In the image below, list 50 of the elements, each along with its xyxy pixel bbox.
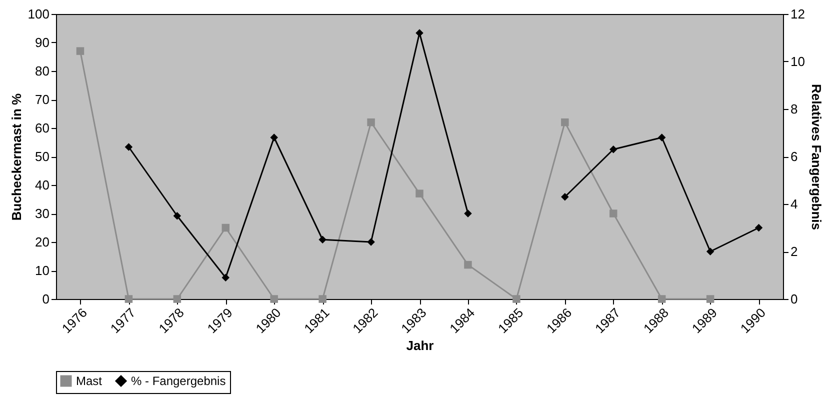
y-tick-label: 30 <box>35 206 50 221</box>
point <box>270 295 278 303</box>
point <box>367 118 375 126</box>
x-axis-title: Jahr <box>406 338 434 354</box>
y2-tick-label: 10 <box>790 54 805 69</box>
y-tick-label: 70 <box>35 92 50 107</box>
point <box>367 238 375 246</box>
y2-tick-label: 6 <box>790 149 798 164</box>
y2-axis-title: Relatives Fangergebnis <box>808 84 824 230</box>
y-tick-label: 80 <box>35 64 50 78</box>
point <box>124 143 133 151</box>
y2-tick-label: 12 <box>790 6 805 22</box>
point <box>416 29 424 37</box>
y-tick-label: 100 <box>28 6 50 22</box>
point <box>464 260 472 269</box>
legend-label: % - Fangergebnis <box>131 374 226 388</box>
point <box>512 295 520 303</box>
point <box>222 224 230 232</box>
y-tick-label: 60 <box>35 120 50 136</box>
point <box>658 134 666 142</box>
y2-tick-label: 4 <box>790 196 798 212</box>
point <box>464 210 472 218</box>
point <box>561 118 569 126</box>
point <box>658 295 666 303</box>
y-tick-label: 90 <box>35 35 50 50</box>
y2-tick-label: 0 <box>790 292 798 306</box>
point <box>173 212 182 220</box>
point <box>706 295 714 303</box>
point <box>416 190 424 198</box>
y2-tick-label: 8 <box>790 102 798 116</box>
legend-label: Mast <box>76 374 103 388</box>
point <box>609 146 618 154</box>
point <box>222 274 230 282</box>
y-tick-label: 0 <box>42 292 50 306</box>
y-tick-label: 40 <box>35 178 50 192</box>
y-tick-label: 10 <box>35 263 50 278</box>
point <box>318 295 326 303</box>
point <box>270 134 278 142</box>
point <box>609 210 618 218</box>
point <box>706 248 714 256</box>
point <box>318 236 326 244</box>
point <box>754 224 763 232</box>
point <box>124 295 133 303</box>
y-axis-title: Bucheckermast in % <box>8 92 24 221</box>
point <box>76 47 84 55</box>
y-tick-label: 20 <box>35 234 50 250</box>
y2-tick-label: 2 <box>790 244 798 259</box>
point <box>173 295 182 303</box>
point <box>561 193 569 201</box>
y-tick-label: 50 <box>35 149 50 164</box>
